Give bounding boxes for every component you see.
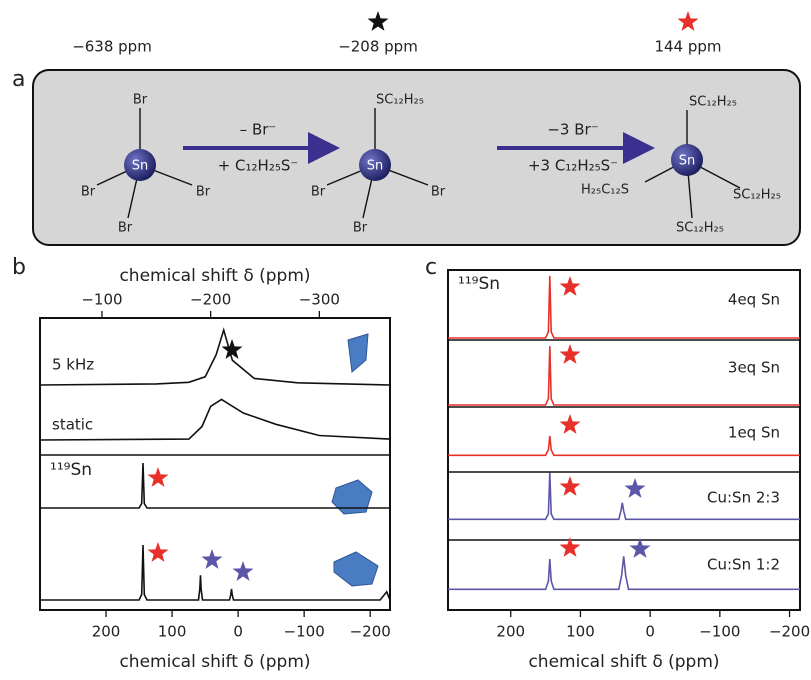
panel-label: c bbox=[425, 255, 437, 280]
x2-axis-label: chemical shift δ (ppm) bbox=[119, 266, 310, 286]
x2-tick-label: −300 bbox=[299, 291, 340, 309]
panel-label: b bbox=[12, 255, 26, 280]
star bbox=[677, 11, 699, 31]
arrow-label: −3 Br⁻ bbox=[547, 121, 598, 139]
molecule: Sn SC₁₂H₂₅ Br Br Br bbox=[311, 93, 446, 236]
spectrum bbox=[448, 472, 800, 521]
ligand: SC₁₂H₂₅ bbox=[676, 221, 724, 236]
scheme-box bbox=[32, 69, 801, 246]
shift-label: −638 ppm bbox=[72, 38, 152, 56]
star bbox=[147, 542, 169, 562]
x-tick-label: 100 bbox=[158, 623, 187, 641]
star bbox=[232, 561, 254, 581]
atom: Sn bbox=[679, 154, 696, 169]
star bbox=[367, 11, 389, 31]
spectrum bbox=[448, 435, 800, 457]
arrow-label: – Br⁻ bbox=[240, 121, 277, 139]
x-axis-label: chemical shift δ (ppm) bbox=[119, 652, 310, 672]
series-label: 5 kHz bbox=[52, 356, 94, 374]
arrow-label: + C₁₂H₂₅S⁻ bbox=[218, 157, 299, 175]
spectrum bbox=[39, 398, 391, 441]
panel-label: a bbox=[12, 67, 25, 92]
star bbox=[624, 478, 646, 498]
spectrum bbox=[448, 275, 800, 339]
crystal-icon bbox=[333, 551, 379, 587]
ligand: Br bbox=[133, 93, 148, 108]
atom: Sn bbox=[132, 159, 149, 174]
series-label: Cu:Sn 2:3 bbox=[707, 489, 780, 507]
annotation: ¹¹⁹Sn bbox=[50, 460, 92, 480]
star bbox=[559, 344, 581, 364]
plot-frame bbox=[39, 317, 391, 611]
star bbox=[629, 538, 651, 558]
x-tick-label: 100 bbox=[566, 623, 595, 641]
ligand: Br bbox=[431, 185, 446, 200]
series-label: Cu:Sn 1:2 bbox=[707, 556, 780, 574]
star bbox=[201, 549, 223, 569]
spectrum bbox=[448, 346, 800, 406]
spectrum bbox=[448, 556, 800, 591]
molecule: Sn SC₁₂H₂₅ H₂₅C₁₂S SC₁₂H₂₅ SC₁₂H₂₅ bbox=[581, 95, 781, 236]
ligand: Br bbox=[118, 221, 133, 236]
atom: Sn bbox=[367, 159, 384, 174]
spectrum bbox=[40, 462, 390, 509]
x-axis-label: chemical shift δ (ppm) bbox=[528, 652, 719, 672]
x-tick-label: 0 bbox=[645, 623, 655, 641]
ligand: Br bbox=[81, 185, 96, 200]
plot-frame bbox=[447, 269, 801, 611]
ligand: SC₁₂H₂₅ bbox=[376, 93, 424, 108]
x-tick-label: 0 bbox=[233, 623, 243, 641]
series-label: static bbox=[52, 416, 93, 434]
series-label: 4eq Sn bbox=[728, 291, 780, 309]
x-tick-label: −200 bbox=[350, 623, 391, 641]
x-tick-label: −100 bbox=[699, 623, 740, 641]
molecule: Sn Br Br Br Br bbox=[81, 93, 211, 236]
x-tick-label: 200 bbox=[92, 623, 121, 641]
shift-label: 144 ppm bbox=[654, 38, 721, 56]
x2-tick-label: −100 bbox=[81, 291, 122, 309]
crystal-icon bbox=[331, 479, 373, 515]
ligand: Br bbox=[353, 221, 368, 236]
star bbox=[147, 467, 169, 487]
x-tick-label: −100 bbox=[284, 623, 325, 641]
star bbox=[559, 414, 581, 434]
ligand: Br bbox=[311, 185, 326, 200]
ligand: SC₁₂H₂₅ bbox=[733, 188, 781, 203]
x2-tick-label: −200 bbox=[190, 291, 231, 309]
series-label: 1eq Sn bbox=[728, 424, 780, 442]
x-tick-label: 200 bbox=[496, 623, 525, 641]
ligand: SC₁₂H₂₅ bbox=[689, 95, 737, 110]
series-label: 3eq Sn bbox=[728, 359, 780, 377]
star bbox=[559, 276, 581, 296]
shift-label: −208 ppm bbox=[338, 38, 418, 56]
spectrum bbox=[40, 544, 391, 601]
crystal-icon bbox=[347, 333, 369, 373]
star bbox=[559, 537, 581, 557]
arrow-label: +3 C₁₂H₂₅S⁻ bbox=[528, 157, 618, 175]
ligand: Br bbox=[196, 185, 211, 200]
annotation: ¹¹⁹Sn bbox=[458, 274, 500, 294]
ligand: H₂₅C₁₂S bbox=[581, 183, 629, 198]
spectrum bbox=[39, 327, 391, 386]
star bbox=[559, 476, 581, 496]
star bbox=[221, 339, 243, 359]
x-tick-label: −200 bbox=[769, 623, 810, 641]
